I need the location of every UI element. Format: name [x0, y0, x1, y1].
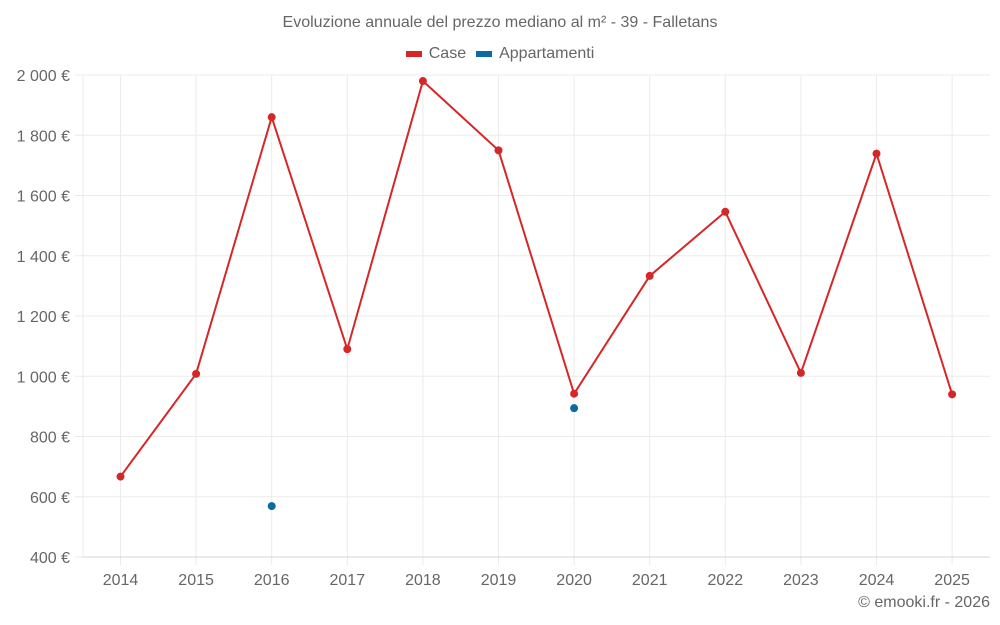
y-tick-label: 600 €	[30, 490, 70, 507]
series-line	[119, 80, 954, 478]
x-tick-label: 2018	[405, 572, 441, 589]
data-point[interactable]	[721, 207, 730, 216]
data-point[interactable]	[116, 472, 125, 481]
series-case	[116, 77, 957, 481]
x-tick-label: 2017	[330, 572, 366, 589]
legend: Case Appartamenti	[0, 45, 1000, 63]
data-point[interactable]	[494, 146, 503, 155]
data-point[interactable]	[872, 149, 881, 158]
data-point[interactable]	[267, 113, 276, 122]
x-tick-label: 2019	[481, 572, 517, 589]
data-point[interactable]	[267, 502, 276, 511]
credit-text: © emooki.fr - 2026	[858, 594, 990, 611]
x-tick-label: 2022	[708, 572, 744, 589]
x-tick-label: 2023	[783, 572, 819, 589]
legend-label-appartamenti: Appartamenti	[499, 45, 595, 62]
chart-title: Evoluzione annuale del prezzo mediano al…	[282, 14, 718, 31]
x-tick-label: 2020	[556, 572, 592, 589]
y-tick-label: 1 600 €	[17, 189, 70, 206]
x-tick-label: 2021	[632, 572, 668, 589]
legend-item-appartamenti[interactable]: Appartamenti	[476, 45, 594, 63]
legend-label-case: Case	[428, 45, 467, 62]
y-tick-label: 800 €	[30, 430, 70, 447]
y-tick-label: 1 200 €	[17, 309, 70, 326]
x-tick-label: 2025	[934, 572, 970, 589]
x-tick-label: 2015	[178, 572, 214, 589]
legend-swatch-case	[405, 51, 422, 57]
legend-item-case[interactable]: Case	[405, 45, 467, 63]
legend-swatch-appartamenti	[476, 51, 493, 57]
data-point[interactable]	[418, 77, 427, 86]
y-tick-label: 400 €	[30, 550, 70, 567]
data-point[interactable]	[570, 404, 579, 413]
gridlines	[83, 74, 990, 565]
data-point[interactable]	[343, 345, 352, 354]
x-tick-label: 2014	[103, 572, 139, 589]
data-point[interactable]	[570, 389, 579, 398]
x-tick-label: 2016	[254, 572, 290, 589]
data-point[interactable]	[192, 369, 201, 378]
y-tick-label: 1 000 €	[17, 369, 70, 386]
x-tick-label: 2024	[859, 572, 895, 589]
series-layer	[116, 77, 957, 511]
data-point[interactable]	[796, 368, 805, 377]
axes: 400 € 600 € 800 € 1 000 € 1 200 € 1 400 € 1 60…	[17, 68, 990, 589]
y-tick-label: 2 000 €	[17, 68, 70, 85]
data-point[interactable]	[645, 271, 654, 280]
series-appartamenti	[267, 404, 579, 511]
data-point[interactable]	[948, 390, 957, 399]
y-tick-label: 1 400 €	[17, 249, 70, 266]
y-tick-label: 1 800 €	[17, 128, 70, 145]
